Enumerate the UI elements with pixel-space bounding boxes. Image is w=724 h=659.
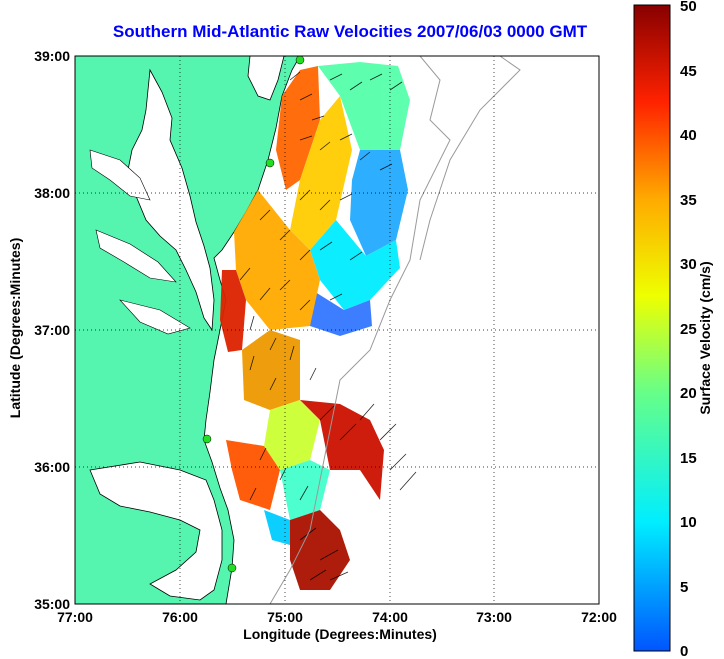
colorbar-ticks: 50 45 40 35 30 25 20 15 10 5 0 bbox=[680, 0, 697, 659]
y-tick-label: 37:00 bbox=[34, 322, 70, 338]
y-tick-label: 36:00 bbox=[34, 459, 70, 475]
colorbar-tick-label: 25 bbox=[680, 321, 697, 338]
x-axis: 77:00 76:00 75:00 74:00 73:00 72:00 bbox=[57, 609, 617, 625]
x-axis-label: Longitude (Degrees:Minutes) bbox=[243, 626, 437, 642]
colorbar-tick-label: 45 bbox=[680, 63, 697, 80]
station-marker bbox=[227, 563, 237, 573]
colorbar-tick-label: 20 bbox=[680, 385, 697, 402]
velocity-field bbox=[220, 62, 410, 590]
colorbar-tick-label: 40 bbox=[680, 127, 697, 144]
x-tick-label: 77:00 bbox=[57, 609, 93, 625]
y-axis: 39:00 38:00 37:00 36:00 35:00 bbox=[34, 48, 70, 612]
colorbar-tick-label: 35 bbox=[680, 192, 697, 209]
map-area bbox=[75, 56, 599, 604]
plot-frame bbox=[74, 55, 600, 605]
grid-lines bbox=[75, 56, 599, 604]
y-tick-label: 35:00 bbox=[34, 596, 70, 612]
chesapeake-bay bbox=[127, 68, 215, 332]
pamlico-sound bbox=[89, 461, 223, 601]
station-marker bbox=[295, 56, 305, 65]
velocity-vectors bbox=[239, 71, 417, 581]
station-marker bbox=[202, 434, 212, 444]
x-tick-label: 72:00 bbox=[581, 609, 617, 625]
colorbar-tick-label: 50 bbox=[680, 0, 697, 15]
y-tick-label: 38:00 bbox=[34, 185, 70, 201]
x-tick-label: 74:00 bbox=[372, 609, 408, 625]
map-title: Southern Mid-Atlantic Raw Velocities 200… bbox=[112, 22, 588, 41]
colorbar-tick-label: 10 bbox=[680, 514, 697, 531]
depth-contour bbox=[269, 56, 451, 604]
delaware-bay bbox=[247, 56, 285, 101]
colorbar bbox=[633, 4, 671, 652]
colorbar-tick-label: 30 bbox=[680, 256, 697, 273]
x-tick-label: 73:00 bbox=[476, 609, 512, 625]
colorbar-tick-label: 0 bbox=[680, 643, 688, 659]
x-tick-label: 75:00 bbox=[267, 609, 303, 625]
colorbar-tick-label: 15 bbox=[680, 450, 697, 467]
x-tick-label: 76:00 bbox=[162, 609, 198, 625]
colorbar-tick-label: 5 bbox=[680, 579, 688, 596]
station-marker bbox=[265, 158, 275, 168]
y-tick-label: 39:00 bbox=[34, 48, 70, 64]
